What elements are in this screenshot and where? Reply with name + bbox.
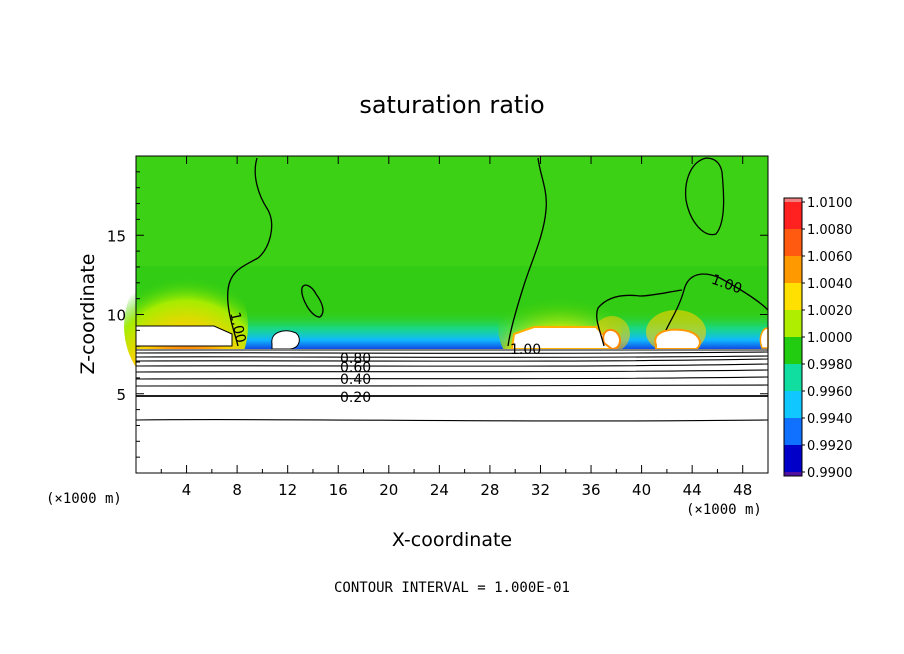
x-tick-label: 28	[480, 481, 499, 499]
x-tick-label: 32	[531, 481, 550, 499]
colorbar-label: 0.9940	[807, 412, 853, 427]
contour-lines	[227, 157, 769, 347]
x-tick-label: 20	[379, 481, 398, 499]
colorbar-label: 0.9900	[807, 466, 853, 481]
contour-label: 0.40	[340, 372, 371, 388]
chart-title: saturation ratio	[359, 91, 544, 119]
x-tick-label: 8	[232, 481, 242, 499]
x-tick-label: 40	[632, 481, 651, 499]
x-tick-label: 36	[581, 481, 600, 499]
colorbar-label: 1.0080	[807, 223, 853, 238]
y-tick-label: 15	[107, 227, 126, 245]
cloud-block-west	[135, 325, 233, 347]
contour-1.00-west	[227, 157, 273, 347]
y-tick-label: 5	[116, 386, 126, 404]
contour-label: 1.00	[510, 342, 541, 358]
tick-marks	[136, 156, 768, 473]
x-tick-label: 48	[733, 481, 752, 499]
colorbar-label: 1.0060	[807, 250, 853, 265]
x-tick-label: 12	[278, 481, 297, 499]
contour-1.00-east	[596, 273, 769, 347]
x-tick-label: 44	[683, 481, 702, 499]
x-tick-label: 24	[430, 481, 449, 499]
colorbar-swatch	[784, 283, 802, 310]
cloud-pocket-1	[271, 330, 300, 350]
colorbar-label: 1.0040	[807, 277, 853, 292]
contour-interval-note: CONTOUR INTERVAL = 1.000E-01	[334, 580, 570, 596]
y-axis-label: Z-coordinate	[77, 254, 99, 375]
x-axis-label: X-coordinate	[392, 529, 512, 551]
contour-1.00-center	[507, 157, 547, 347]
x-unit-left: (×1000 m)	[46, 491, 122, 507]
x-tick-label: 16	[329, 481, 348, 499]
colorbar-swatch	[784, 229, 802, 256]
plot-area: 1.00 1.00 1.00 0.80 0.60 0.40 0.20	[124, 155, 769, 474]
colorbar-swatch	[784, 418, 802, 445]
colorbar-label: 1.0020	[807, 304, 853, 319]
colorbar-label: 0.9920	[807, 439, 853, 454]
colorbar-swatch	[784, 364, 802, 391]
colorbar-swatch	[784, 256, 802, 283]
x-tick-labels: 4 8 12 16 20 24 28 32 36 40 44 48	[182, 481, 752, 499]
colorbar-label: 0.9980	[807, 358, 853, 373]
colorbar-label: 1.0100	[807, 196, 853, 211]
colorbar: 1.0100 1.0080 1.0060 1.0040 1.0020 1.0000 0.99…	[783, 196, 853, 481]
lower-region	[136, 349, 768, 473]
cloud-pocket-2	[602, 328, 621, 351]
stable-layer-contours	[135, 349, 769, 422]
x-unit-right: (×1000 m)	[686, 502, 762, 518]
y-tick-labels: 5 10 15	[107, 227, 126, 404]
upper-field-tint	[136, 156, 768, 266]
colorbar-swatch	[784, 445, 802, 472]
contour-label: 0.80	[340, 351, 371, 367]
colorbar-swatch	[784, 198, 802, 202]
colorbar-swatch	[784, 202, 802, 229]
colorbar-swatch	[784, 310, 802, 337]
y-tick-label: 10	[107, 307, 126, 325]
contour-label: 0.20	[340, 390, 371, 406]
colorbar-label: 1.0000	[807, 331, 853, 346]
contour-label: 0.60	[340, 360, 371, 376]
colorbar-label: 0.9960	[807, 385, 853, 400]
cloud-pocket-3	[654, 328, 701, 350]
contour-1.00-isle	[301, 284, 324, 318]
contour-1.00-east-loop	[684, 157, 725, 236]
x-tick-label: 4	[182, 481, 192, 499]
contour-label: 1.00	[226, 311, 248, 345]
colorbar-swatch	[784, 472, 802, 476]
colorbar-swatch	[784, 337, 802, 364]
colorbar-swatch	[784, 391, 802, 418]
